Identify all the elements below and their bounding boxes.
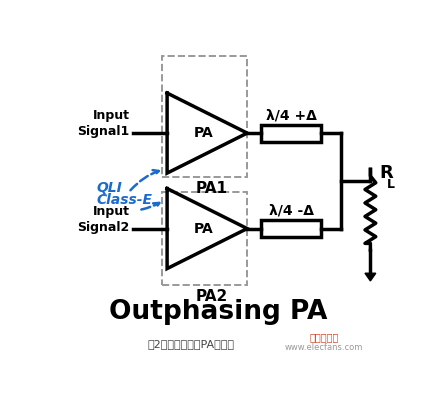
Text: Outphasing PA: Outphasing PA (109, 299, 327, 325)
Text: PA1: PA1 (196, 181, 228, 196)
Text: 图2：简化的异相PA架构。: 图2：简化的异相PA架构。 (147, 339, 235, 349)
Text: Class-E: Class-E (96, 193, 152, 207)
Bar (162, 56, 247, 177)
Text: 电子发烧友: 电子发烧友 (310, 332, 339, 342)
Text: Input
Signal2: Input Signal2 (77, 205, 129, 234)
Text: PA: PA (194, 126, 213, 140)
Polygon shape (365, 273, 376, 281)
Text: R: R (380, 164, 393, 182)
Text: www.elecfans.com: www.elecfans.com (285, 343, 363, 352)
Bar (261, 125, 321, 141)
Text: L: L (387, 178, 395, 191)
Text: PA: PA (194, 222, 213, 235)
Text: λ/4 -Δ: λ/4 -Δ (269, 204, 314, 218)
Text: λ/4 +Δ: λ/4 +Δ (265, 108, 317, 122)
Bar (261, 220, 321, 237)
Text: QLI: QLI (96, 181, 122, 195)
Bar (162, 192, 247, 285)
Text: PA2: PA2 (196, 289, 228, 304)
Text: Input
Signal1: Input Signal1 (77, 109, 129, 139)
